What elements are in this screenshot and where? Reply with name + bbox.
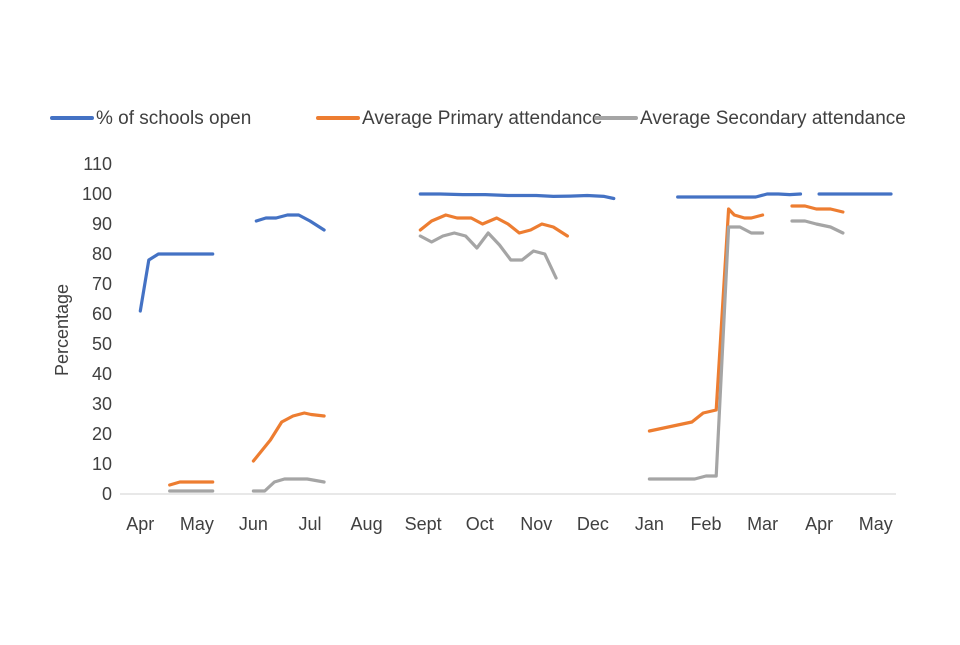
series-segment bbox=[418, 231, 558, 280]
series-segment bbox=[790, 204, 845, 214]
y-axis: 0 10 20 30 40 50 60 70 80 90 100 110 bbox=[82, 154, 112, 504]
series-segment bbox=[418, 192, 616, 201]
y-tick-label: 70 bbox=[92, 274, 112, 294]
series-1-line bbox=[138, 192, 893, 313]
x-tick-label: Sept bbox=[405, 514, 442, 534]
y-tick-label: 40 bbox=[92, 364, 112, 384]
x-tick-label: Dec bbox=[577, 514, 609, 534]
x-tick-label: May bbox=[180, 514, 214, 534]
y-tick-label: 30 bbox=[92, 394, 112, 414]
series-segment bbox=[418, 213, 569, 238]
y-tick-label: 100 bbox=[82, 184, 112, 204]
x-tick-label: May bbox=[859, 514, 893, 534]
x-tick-label: Jul bbox=[298, 514, 321, 534]
y-tick-label: 10 bbox=[92, 454, 112, 474]
x-tick-label: Jun bbox=[239, 514, 268, 534]
legend-label: % of schools open bbox=[96, 108, 251, 129]
series-2-line bbox=[168, 204, 845, 487]
series-segment bbox=[168, 480, 215, 487]
legend: % of schools open Average Primary attenda… bbox=[50, 108, 906, 129]
x-tick-label: Apr bbox=[126, 514, 154, 534]
x-tick-label: Nov bbox=[520, 514, 552, 534]
series-segment bbox=[676, 192, 803, 199]
series-segment bbox=[138, 252, 215, 313]
x-tick-label: Oct bbox=[466, 514, 494, 534]
y-tick-label: 110 bbox=[83, 154, 112, 174]
series-3-line bbox=[168, 219, 845, 493]
series-segment bbox=[790, 219, 845, 235]
x-tick-label: Mar bbox=[747, 514, 778, 534]
x-tick-label: Apr bbox=[805, 514, 833, 534]
legend-item-3: Average Secondary attendance bbox=[594, 108, 906, 129]
series-segment bbox=[647, 207, 765, 433]
y-tick-label: 60 bbox=[92, 304, 112, 324]
series-segment bbox=[251, 477, 326, 493]
legend-item-2: Average Primary attendance bbox=[316, 108, 602, 129]
legend-label: Average Primary attendance bbox=[362, 108, 602, 129]
series-segment bbox=[647, 225, 765, 481]
series-segment bbox=[251, 411, 326, 463]
y-tick-label: 20 bbox=[92, 424, 112, 444]
x-axis: Apr May Jun Jul Aug Sept Oct Nov Dec Jan Feb Mar Apr… bbox=[120, 493, 896, 534]
x-tick-label: Feb bbox=[690, 514, 721, 534]
y-tick-label: 50 bbox=[92, 334, 112, 354]
x-tick-label: Aug bbox=[351, 514, 383, 534]
y-tick-label: 0 bbox=[102, 484, 112, 504]
y-tick-label: 90 bbox=[92, 214, 112, 234]
x-tick-label: Jan bbox=[635, 514, 664, 534]
series-segment bbox=[254, 213, 326, 232]
plot-area bbox=[138, 192, 893, 493]
y-axis-title: Percentage bbox=[52, 284, 72, 376]
legend-label: Average Secondary attendance bbox=[640, 108, 906, 129]
y-tick-label: 80 bbox=[92, 244, 112, 264]
legend-item-1: % of schools open bbox=[50, 108, 251, 129]
